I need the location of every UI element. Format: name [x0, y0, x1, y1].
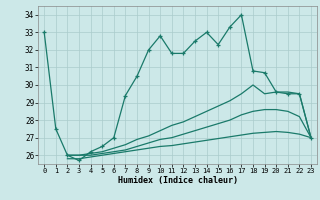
X-axis label: Humidex (Indice chaleur): Humidex (Indice chaleur)	[118, 176, 238, 185]
